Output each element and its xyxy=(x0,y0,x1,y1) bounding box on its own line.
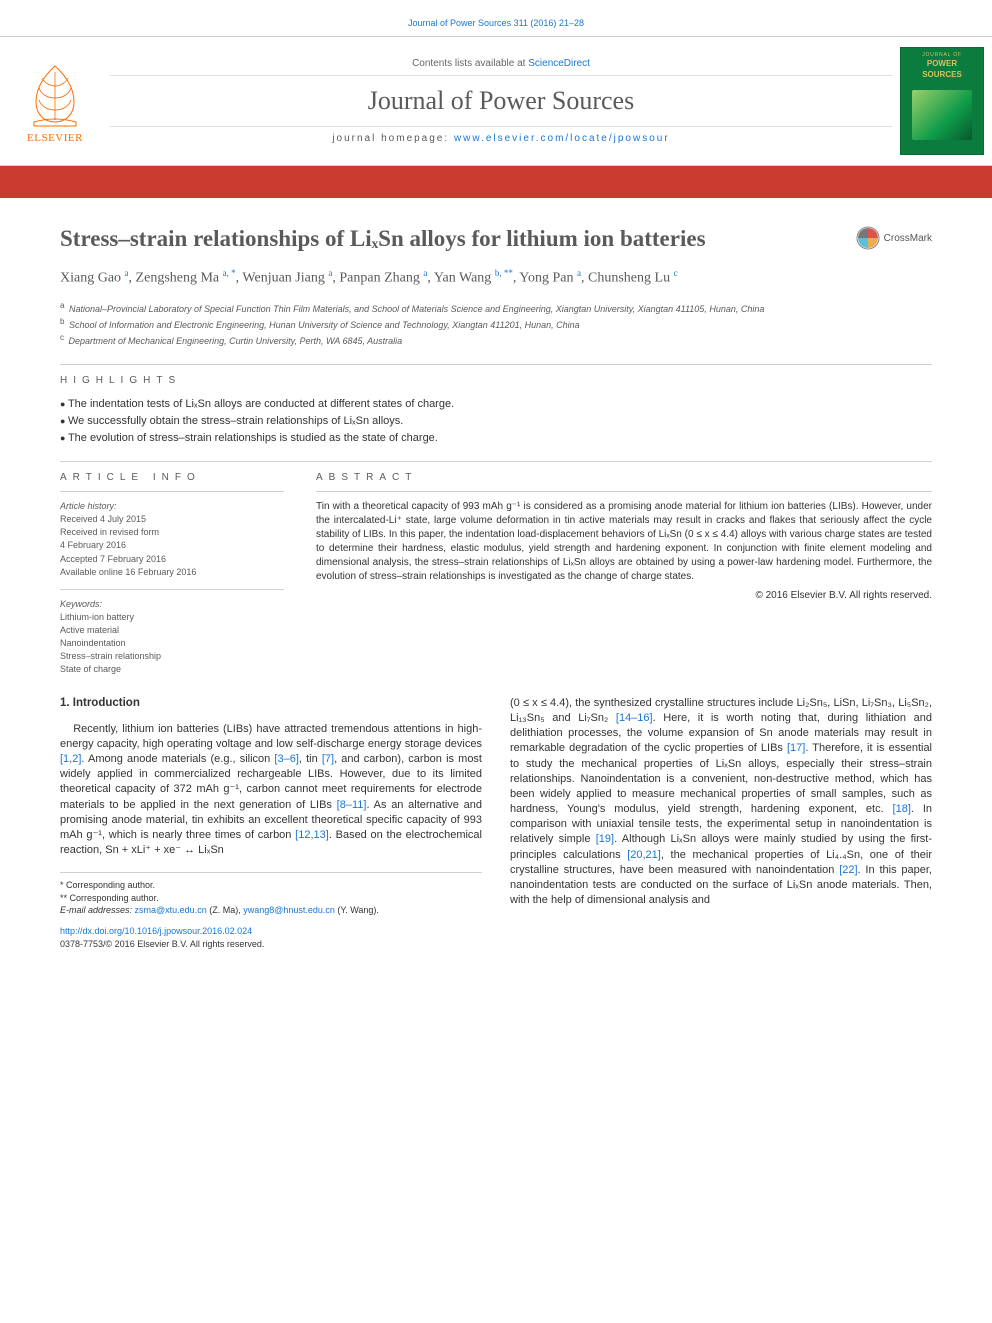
doi-link[interactable]: http://dx.doi.org/10.1016/j.jpowsour.201… xyxy=(60,926,252,936)
highlight-item: We successfully obtain the stress–strain… xyxy=(60,413,932,430)
history-line: Received 4 July 2015 xyxy=(60,513,284,526)
journal-citation[interactable]: Journal of Power Sources 311 (2016) 21–2… xyxy=(0,0,992,36)
contents-prefix: Contents lists available at xyxy=(412,58,528,69)
email-name-2: (Y. Wang). xyxy=(335,905,379,915)
affil-text: National–Provincial Laboratory of Specia… xyxy=(69,304,764,314)
footnote-emails: E-mail addresses: zsma@xtu.edu.cn (Z. Ma… xyxy=(60,904,482,917)
highlights-section: HIGHLIGHTS The indentation tests of LiₓS… xyxy=(60,364,932,447)
publisher-logo[interactable]: ELSEVIER xyxy=(0,37,110,165)
cover-title-1: POWER xyxy=(927,60,957,69)
email-link-2[interactable]: ywang8@hnust.edu.cn xyxy=(243,905,335,915)
keyword: Active material xyxy=(60,624,284,637)
cover-title-2: SOURCES xyxy=(922,71,962,80)
sciencedirect-link[interactable]: ScienceDirect xyxy=(528,58,590,69)
keyword: State of charge xyxy=(60,663,284,676)
footnotes: * Corresponding author. ** Corresponding… xyxy=(60,872,482,917)
keyword: Lithium-ion battery xyxy=(60,611,284,624)
abstract-heading: ABSTRACT xyxy=(316,462,932,492)
history-label: Article history: xyxy=(60,500,284,513)
highlight-item: The evolution of stress–strain relations… xyxy=(60,430,932,447)
body-row: 1. Introduction Recently, lithium ion ba… xyxy=(60,696,932,950)
history-line: Available online 16 February 2016 xyxy=(60,566,284,579)
affil-text: School of Information and Electronic Eng… xyxy=(69,320,580,330)
article-info-col: ARTICLE INFO Article history: Received 4… xyxy=(60,462,300,676)
article-info-heading: ARTICLE INFO xyxy=(60,462,284,492)
email-name-1: (Z. Ma), xyxy=(207,905,244,915)
info-abstract-row: ARTICLE INFO Article history: Received 4… xyxy=(60,461,932,676)
keywords-label: Keywords: xyxy=(60,598,284,611)
affil-sup: c xyxy=(60,333,64,342)
body-paragraph: (0 ≤ x ≤ 4.4), the synthesized crystalli… xyxy=(510,696,932,908)
elsevier-tree-icon xyxy=(14,58,96,130)
abstract-copyright: © 2016 Elsevier B.V. All rights reserved… xyxy=(316,590,932,601)
affil-text: Department of Mechanical Engineering, Cu… xyxy=(69,336,403,346)
journal-cover[interactable]: JOURNAL OF POWER SOURCES xyxy=(892,37,992,165)
homepage-link[interactable]: www.elsevier.com/locate/jpowsour xyxy=(454,133,670,144)
publisher-name: ELSEVIER xyxy=(27,132,83,144)
authors-line: Xiang Gao a, Zengsheng Ma a, *, Wenjuan … xyxy=(60,266,932,290)
article-history: Article history: Received 4 July 2015 Re… xyxy=(60,500,284,578)
history-line: Accepted 7 February 2016 xyxy=(60,553,284,566)
highlight-item: The indentation tests of LiₓSn alloys ar… xyxy=(60,396,932,413)
affiliation: c Department of Mechanical Engineering, … xyxy=(60,332,932,348)
paper-title: Stress–strain relationships of LiₓSn all… xyxy=(60,226,932,252)
keywords-block: Keywords: Lithium-ion battery Active mat… xyxy=(60,589,284,676)
doi-block: http://dx.doi.org/10.1016/j.jpowsour.201… xyxy=(60,925,482,950)
keyword: Nanoindentation xyxy=(60,637,284,650)
history-line: Received in revised form xyxy=(60,526,284,539)
journal-homepage-line: journal homepage: www.elsevier.com/locat… xyxy=(110,126,892,144)
crossmark-icon xyxy=(856,226,880,250)
history-line: 4 February 2016 xyxy=(60,539,284,552)
footnote-corr2: ** Corresponding author. xyxy=(60,892,482,905)
footnote-corr1: * Corresponding author. xyxy=(60,879,482,892)
body-right-col: (0 ≤ x ≤ 4.4), the synthesized crystalli… xyxy=(510,696,932,950)
homepage-label: journal homepage: xyxy=(332,133,454,144)
abstract-text: Tin with a theoretical capacity of 993 m… xyxy=(316,500,932,584)
crossmark-label: CrossMark xyxy=(884,233,932,244)
affiliation: b School of Information and Electronic E… xyxy=(60,316,932,332)
contents-available-line: Contents lists available at ScienceDirec… xyxy=(110,58,892,76)
emails-label: E-mail addresses: xyxy=(60,905,135,915)
affil-sup: b xyxy=(60,317,64,326)
highlights-list: The indentation tests of LiₓSn alloys ar… xyxy=(60,396,932,447)
keyword: Stress–strain relationship xyxy=(60,650,284,663)
abstract-col: ABSTRACT Tin with a theoretical capacity… xyxy=(300,462,932,676)
issn-copyright: 0378-7753/© 2016 Elsevier B.V. All right… xyxy=(60,939,264,949)
affil-sup: a xyxy=(60,301,64,310)
affiliation: a National–Provincial Laboratory of Spec… xyxy=(60,300,932,316)
highlights-heading: HIGHLIGHTS xyxy=(60,364,932,386)
crossmark-badge[interactable]: CrossMark xyxy=(856,226,932,250)
email-link-1[interactable]: zsma@xtu.edu.cn xyxy=(135,905,207,915)
journal-header: ELSEVIER Contents lists available at Sci… xyxy=(0,36,992,166)
header-center: Contents lists available at ScienceDirec… xyxy=(110,37,892,165)
journal-title: Journal of Power Sources xyxy=(110,86,892,126)
journal-cover-image: JOURNAL OF POWER SOURCES xyxy=(900,47,984,155)
intro-heading: 1. Introduction xyxy=(60,696,482,712)
cover-kicker: JOURNAL OF xyxy=(922,52,961,58)
body-left-col: 1. Introduction Recently, lithium ion ba… xyxy=(60,696,482,950)
brand-bar xyxy=(0,166,992,198)
affiliations-block: a National–Provincial Laboratory of Spec… xyxy=(60,300,932,348)
body-paragraph: Recently, lithium ion batteries (LIBs) h… xyxy=(60,722,482,859)
cover-art-icon xyxy=(912,90,972,140)
